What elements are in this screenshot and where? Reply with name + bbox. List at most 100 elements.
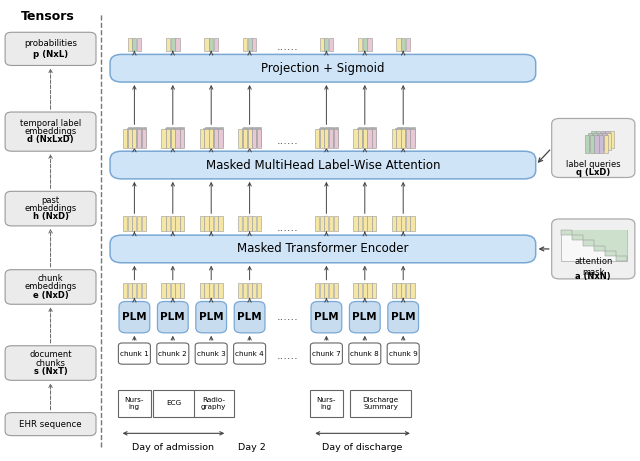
Text: chunk 8: chunk 8 — [351, 350, 379, 357]
Bar — [363, 216, 367, 231]
Bar — [319, 129, 324, 148]
Bar — [358, 283, 362, 298]
Text: Day of admission: Day of admission — [132, 443, 214, 452]
Bar — [175, 283, 180, 298]
Bar — [141, 283, 146, 298]
Bar — [166, 38, 170, 51]
Bar — [401, 283, 405, 298]
Bar — [396, 216, 401, 231]
Bar — [319, 128, 323, 147]
Bar — [166, 283, 170, 298]
Bar — [396, 129, 401, 148]
FancyBboxPatch shape — [5, 191, 96, 226]
Text: probabilities: probabilities — [24, 39, 77, 48]
Text: chunk 9: chunk 9 — [389, 350, 417, 357]
Bar — [257, 216, 261, 231]
Text: ECG: ECG — [166, 400, 182, 407]
FancyBboxPatch shape — [349, 343, 381, 364]
Text: Discharge
Summary: Discharge Summary — [363, 397, 399, 410]
Bar — [204, 216, 209, 231]
Bar — [561, 230, 627, 261]
Bar — [248, 129, 252, 148]
Bar — [154, 390, 195, 417]
Bar — [127, 128, 131, 147]
Bar — [248, 216, 252, 231]
Bar — [257, 129, 261, 148]
Bar — [137, 283, 141, 298]
Bar — [319, 38, 324, 51]
Text: Day of discharge: Day of discharge — [322, 443, 403, 452]
Text: chunk 3: chunk 3 — [197, 350, 225, 357]
Bar — [315, 216, 319, 231]
Bar — [136, 128, 140, 147]
Bar — [209, 129, 213, 148]
Text: chunk 4: chunk 4 — [236, 350, 264, 357]
Bar — [410, 283, 415, 298]
Text: a (NxN): a (NxN) — [575, 272, 611, 281]
FancyBboxPatch shape — [195, 343, 227, 364]
Bar — [401, 38, 405, 51]
Bar — [372, 216, 376, 231]
Bar — [397, 127, 401, 146]
Bar — [329, 216, 333, 231]
Bar — [400, 128, 404, 147]
Bar — [396, 128, 399, 147]
Text: label queries: label queries — [566, 160, 621, 169]
Text: Masked MultiHead Label-Wise Attention: Masked MultiHead Label-Wise Attention — [205, 159, 440, 171]
Bar — [132, 283, 136, 298]
Bar — [324, 216, 328, 231]
Bar — [604, 135, 608, 153]
Bar — [218, 129, 223, 148]
Bar — [127, 216, 132, 231]
Bar — [219, 127, 223, 146]
Bar — [351, 390, 411, 417]
Bar — [324, 283, 328, 298]
Bar — [174, 128, 179, 147]
Bar — [333, 128, 337, 147]
Bar — [248, 283, 252, 298]
Bar — [406, 283, 410, 298]
Bar — [404, 128, 409, 147]
Bar — [175, 127, 180, 146]
Bar — [401, 216, 405, 231]
Bar — [238, 283, 243, 298]
Bar — [319, 216, 324, 231]
Text: chunk 2: chunk 2 — [159, 350, 187, 357]
Bar — [204, 128, 207, 147]
Bar — [123, 129, 127, 148]
Bar — [209, 38, 213, 51]
Bar — [127, 38, 132, 51]
Text: embeddings: embeddings — [24, 204, 77, 213]
Bar — [175, 129, 180, 148]
Bar — [257, 127, 261, 146]
Bar — [616, 256, 627, 261]
Bar — [358, 127, 362, 146]
Bar — [218, 128, 221, 147]
Bar — [329, 38, 333, 51]
Bar — [128, 127, 132, 146]
Bar — [132, 129, 136, 148]
Text: EHR sequence: EHR sequence — [19, 420, 82, 429]
Bar — [137, 129, 141, 148]
Bar — [251, 128, 255, 147]
Bar — [243, 283, 247, 298]
Text: Projection + Sigmoid: Projection + Sigmoid — [261, 62, 385, 75]
Bar — [200, 283, 204, 298]
Text: PLM: PLM — [237, 312, 262, 322]
Text: PLM: PLM — [314, 312, 339, 322]
Bar — [392, 216, 396, 231]
Text: Tensors: Tensors — [21, 10, 75, 23]
Bar — [598, 133, 602, 150]
Bar — [328, 128, 332, 147]
Text: temporal label: temporal label — [20, 119, 81, 128]
Bar — [362, 128, 366, 147]
Bar — [209, 127, 214, 146]
Bar — [180, 283, 184, 298]
Bar — [333, 129, 338, 148]
Text: q (LxD): q (LxD) — [576, 168, 611, 177]
Bar — [396, 283, 401, 298]
Bar — [175, 38, 180, 51]
FancyBboxPatch shape — [310, 343, 342, 364]
Bar — [601, 130, 605, 148]
Text: ......: ...... — [277, 136, 299, 146]
